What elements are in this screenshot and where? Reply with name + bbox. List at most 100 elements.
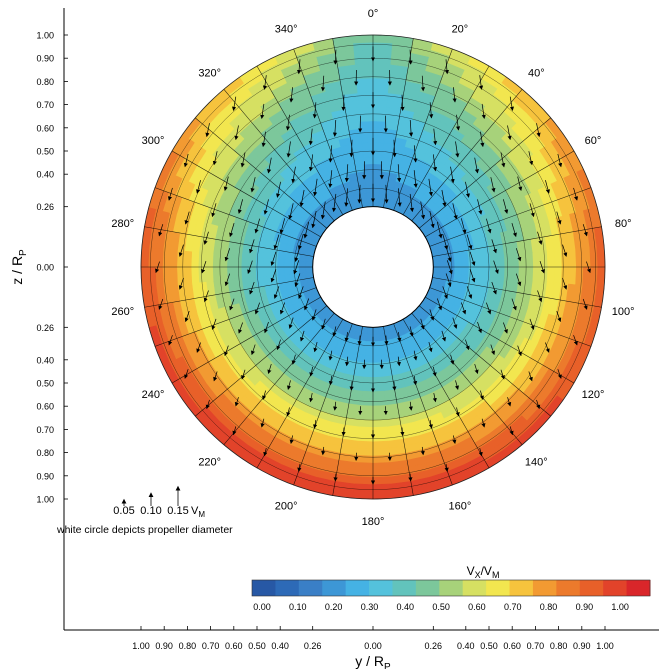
velocity-arrow	[537, 231, 543, 245]
x-tick-label: 0.00	[364, 641, 382, 651]
velocity-arrow	[432, 366, 437, 377]
contour-cell	[372, 490, 394, 500]
velocity-arrow	[384, 184, 389, 204]
velocity-arrow	[300, 330, 305, 342]
velocity-arrow	[408, 119, 414, 137]
contour-cell	[212, 252, 221, 268]
x-tick-label: 0.50	[480, 641, 498, 651]
contour-cell	[372, 469, 392, 478]
velocity-arrow	[234, 125, 239, 141]
velocity-arrow	[400, 94, 405, 112]
contour-cell	[372, 199, 380, 208]
plot-frame	[63, 8, 659, 631]
velocity-arrow	[312, 102, 317, 119]
velocity-arrow	[286, 141, 291, 158]
grid-spoke	[195, 305, 327, 417]
colorbar-swatch	[626, 580, 651, 596]
contour-cell	[359, 405, 374, 414]
velocity-arrow	[460, 218, 467, 234]
contour-cell	[372, 333, 380, 342]
velocity-arrow	[384, 335, 389, 346]
velocity-arrow	[442, 286, 448, 300]
colorbar-swatch	[462, 580, 487, 596]
angle-label: 180°	[362, 516, 385, 528]
velocity-arrow	[303, 221, 310, 239]
angle-labels: 0° 20° 40° 60° 80° 100° 120° 140° 160° 180° 200° 22…	[111, 8, 634, 528]
contour-cell	[359, 412, 374, 421]
velocity-arrow	[408, 473, 413, 482]
velocity-arrow	[573, 335, 578, 346]
colorbar-swatch	[579, 580, 604, 596]
velocity-arrow	[466, 234, 473, 250]
contour-cell	[372, 170, 382, 179]
velocity-arrow	[529, 203, 535, 218]
velocity-arrow	[223, 176, 229, 192]
contour-cell	[361, 141, 374, 151]
y-axis-title-sub: P	[18, 249, 29, 256]
velocity-arrow	[287, 380, 292, 390]
contour-cell	[364, 355, 374, 364]
contour-cell	[372, 447, 390, 457]
velocity-arrow	[286, 407, 291, 417]
velocity-arrow	[196, 180, 201, 194]
scale-label: 0.05	[113, 505, 134, 517]
velocity-arrow	[234, 397, 239, 407]
velocity-arrow	[262, 390, 267, 401]
velocity-arrow	[539, 261, 545, 274]
scale-unit-sub: M	[198, 510, 205, 519]
contour-cell	[546, 250, 556, 268]
contour-cell	[356, 84, 374, 94]
colorbar-title-sub: X	[475, 570, 481, 580]
contour-cell	[432, 266, 441, 274]
velocity-arrow	[211, 203, 217, 218]
velocity-arrow	[465, 339, 470, 351]
contour-cell	[518, 253, 527, 268]
velocity-arrow	[469, 251, 476, 266]
x-tick-label: 1.00	[596, 641, 614, 651]
velocity-arrow	[428, 178, 433, 197]
velocity-arrow	[455, 141, 460, 158]
contour-cell	[359, 113, 374, 122]
velocity-arrow	[441, 330, 446, 342]
velocity-arrow	[297, 463, 302, 472]
x-tick-label: 0.50	[248, 641, 266, 651]
colorbar-swatch	[439, 580, 464, 596]
velocity-arrow	[263, 447, 268, 457]
contour-cell	[363, 369, 374, 378]
velocity-arrow	[231, 96, 237, 112]
contour-cell	[372, 177, 382, 186]
contour-cell	[366, 326, 374, 335]
velocity-arrow	[582, 224, 588, 237]
grid-spoke	[293, 48, 353, 211]
velocity-arrow	[328, 375, 333, 386]
contour-cell	[226, 253, 235, 268]
contour-cell	[364, 177, 374, 186]
velocity-arrow	[444, 59, 450, 75]
contour-cell	[372, 355, 382, 364]
velocity-arrow	[450, 166, 455, 184]
y-tick-label: 0.70	[36, 425, 54, 435]
velocity-arrow	[212, 151, 218, 166]
contour-cell	[518, 266, 527, 281]
velocity-arrow	[454, 380, 459, 390]
grid-spoke	[171, 150, 321, 238]
velocity-arrow	[429, 102, 434, 119]
velocity-arrow	[349, 381, 354, 391]
velocity-arrow	[429, 309, 435, 321]
contour-cell	[454, 258, 463, 268]
contour-cell	[511, 253, 520, 268]
velocity-arrow	[332, 326, 337, 337]
contour-cell	[372, 41, 393, 51]
contour-cell	[372, 433, 389, 443]
velocity-arrow	[503, 322, 508, 334]
contour-cell	[363, 156, 374, 165]
contour-cell	[468, 266, 477, 277]
velocity-arrow	[320, 75, 326, 92]
y-tick-label: 0.80	[36, 448, 54, 458]
velocity-arrow	[205, 123, 210, 138]
velocity-arrow	[293, 260, 300, 275]
contour-cell	[372, 127, 386, 136]
velocity-arrow	[224, 345, 229, 357]
contour-cell	[454, 266, 463, 276]
velocity-arrow	[400, 427, 405, 437]
